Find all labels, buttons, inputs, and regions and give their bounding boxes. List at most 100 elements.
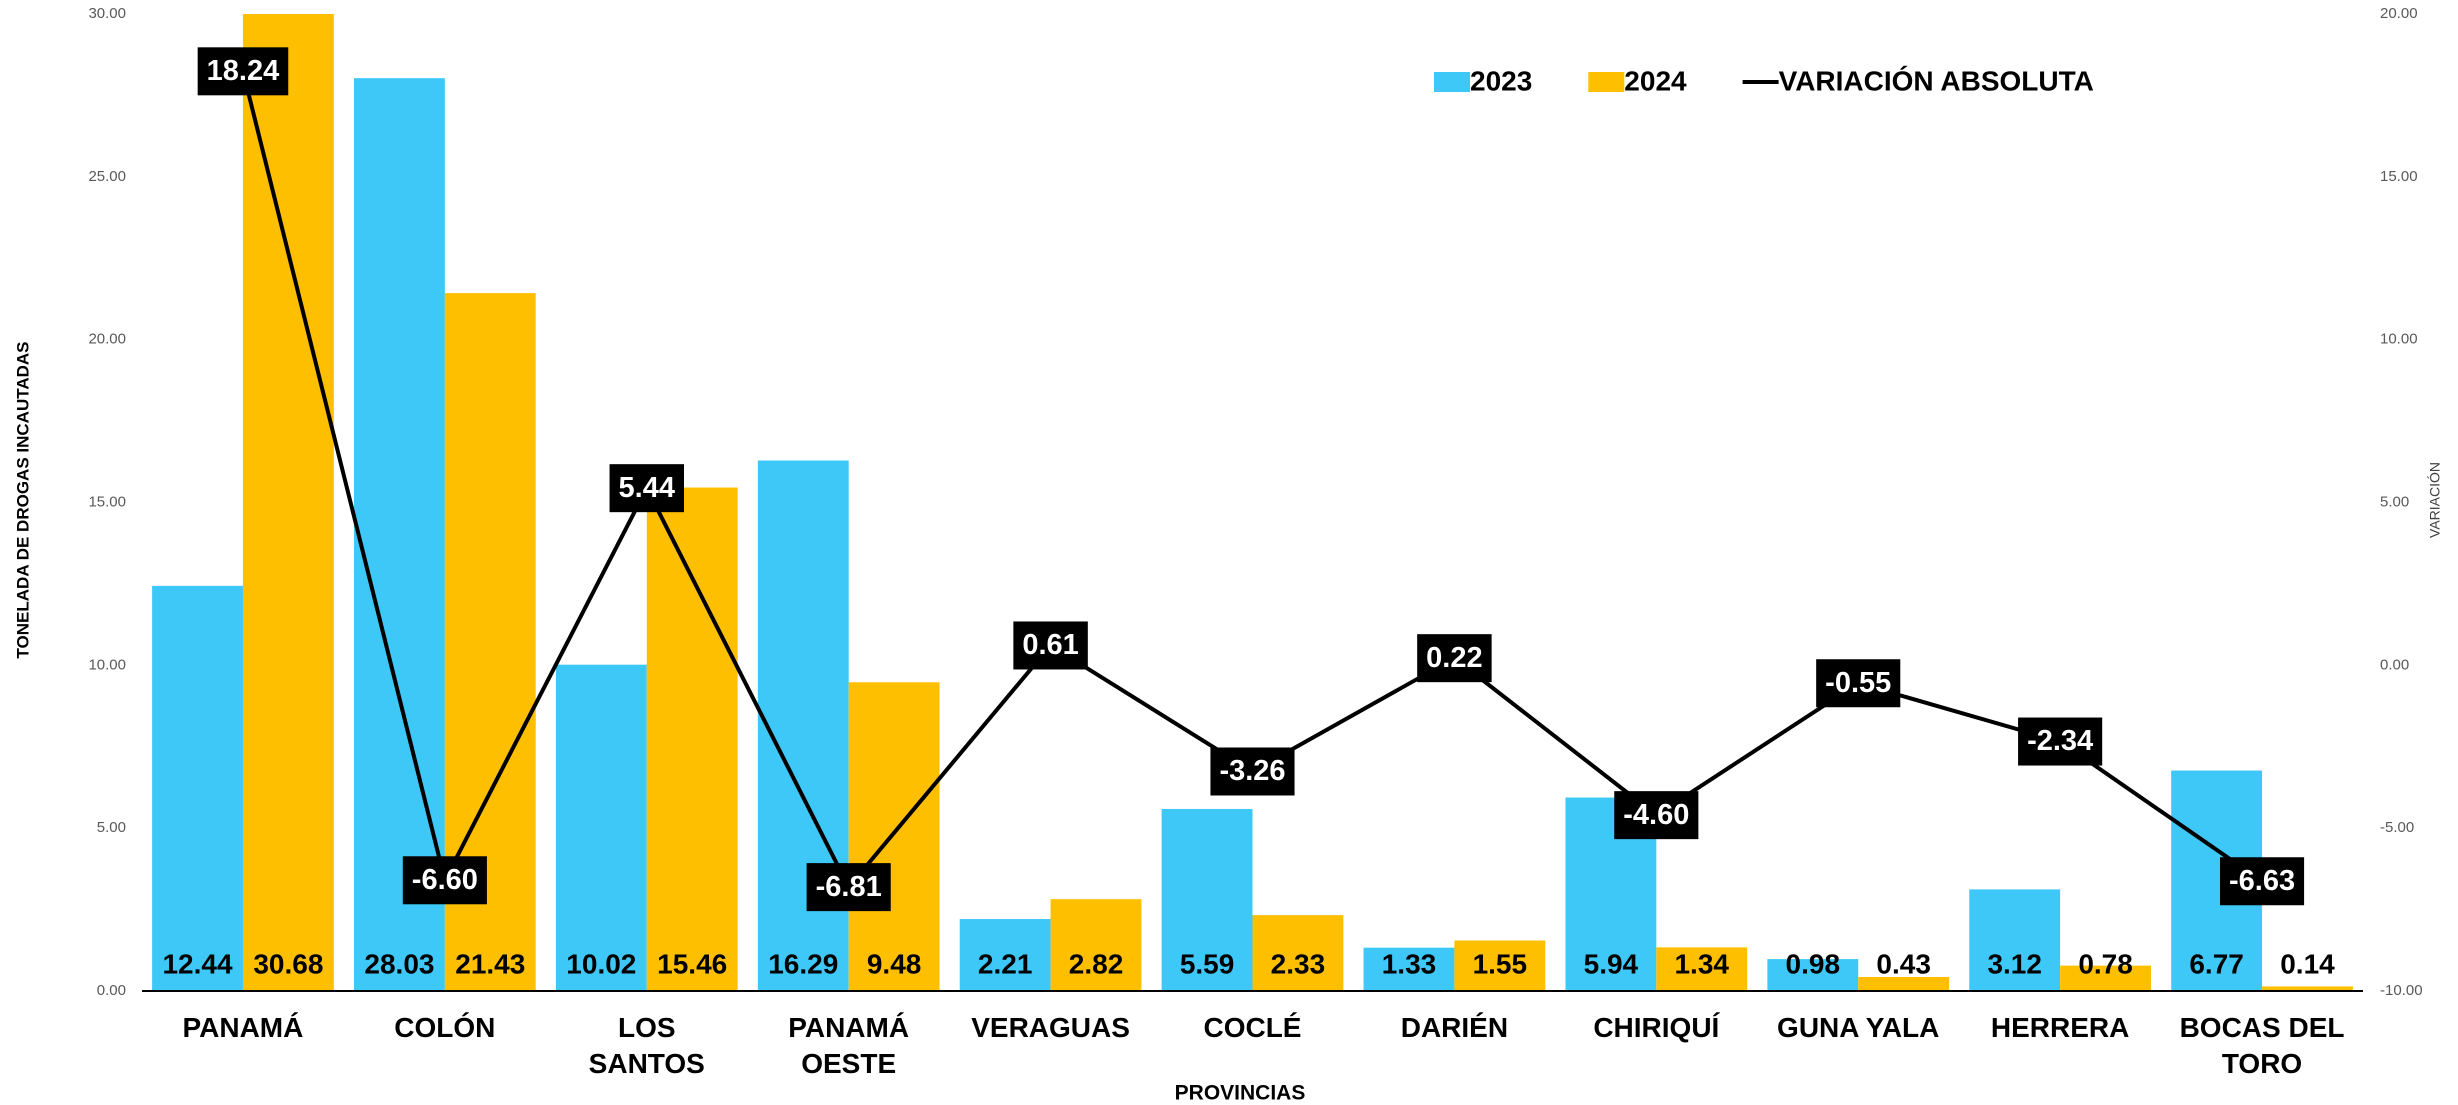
bar	[1161, 808, 1253, 991]
bar-value-label: 10.02	[566, 948, 636, 979]
y2-tick-label: -5.00	[2380, 819, 2414, 836]
line-value-label: -6.63	[2229, 865, 2295, 897]
legend-swatch	[1588, 72, 1625, 92]
bar-value-label: 21.43	[455, 948, 525, 979]
bar-value-label: 28.03	[364, 948, 434, 979]
bar-value-label: 15.46	[657, 948, 727, 979]
y-tick-label: 30.00	[88, 5, 126, 22]
y-tick-label: 20.00	[88, 331, 126, 348]
bar	[1050, 899, 1142, 991]
x-tick-box: VERAGUAS	[971, 1012, 1130, 1043]
line-label-box	[402, 856, 487, 905]
x-tick-label: COCLÉ	[1203, 1012, 1302, 1043]
bar-value-label: 2.33	[1271, 948, 1326, 979]
line-value-label: -6.81	[816, 871, 882, 903]
y2-tick-label: 0.00	[2380, 656, 2409, 673]
bar	[959, 919, 1051, 991]
bar-value-label: 5.59	[1180, 948, 1235, 979]
bars	[152, 14, 2353, 992]
bar-value-label: 6.77	[2189, 948, 2244, 979]
x-tick-label: GUNA YALA	[1777, 1012, 1940, 1043]
x-tick-label: VERAGUAS	[971, 1012, 1130, 1043]
bar-value-label: 1.34	[1674, 948, 1729, 979]
bar-value-label: 12.44	[162, 948, 232, 979]
line-label-box	[1013, 621, 1088, 670]
x-tick-label: HERRERA	[1990, 1012, 2130, 1043]
bar	[848, 682, 940, 991]
bar-value-label: 2.82	[1069, 948, 1124, 979]
bar-value-label: 5.94	[1584, 948, 1639, 979]
x-tick-box: COLÓN	[394, 1012, 496, 1043]
bar-value-label: 0.43	[1876, 948, 1931, 979]
line-label-box	[1417, 634, 1492, 683]
bar-value-label: 0.98	[1786, 948, 1841, 979]
legend-label: VARIACIÓN ABSOLUTA	[1779, 65, 2094, 96]
bar	[2262, 986, 2353, 991]
bar	[646, 487, 738, 991]
line-value-label: -6.60	[412, 864, 478, 896]
x-tick-box: COCLÉ	[1203, 1012, 1302, 1043]
x-tick-box: DARIÉN	[1400, 1012, 1509, 1043]
y-tick-label: 15.00	[88, 493, 126, 510]
bar	[1363, 947, 1455, 991]
bar	[152, 585, 243, 991]
x-tick-box: LOS SANTOS	[589, 1012, 705, 1079]
line-value-label: -3.26	[1219, 755, 1285, 787]
line-value-label: 0.61	[1022, 629, 1078, 661]
bar	[555, 664, 647, 991]
y2-tick-label: 15.00	[2380, 168, 2418, 185]
bar	[242, 14, 334, 991]
bar-value-label: 3.12	[1987, 948, 2042, 979]
bar	[1252, 915, 1344, 991]
bar	[354, 78, 445, 992]
bar	[1656, 947, 1748, 991]
legend-swatch	[1434, 72, 1470, 92]
line-value-label: -0.55	[1825, 667, 1891, 699]
x-tick-box: PANAMÁ	[182, 1012, 304, 1043]
bar-value-label: 30.68	[253, 948, 323, 979]
x-tick-label: BOCAS DEL TORO	[2179, 1012, 2345, 1079]
x-tick-box: HERRERA	[1990, 1012, 2130, 1043]
x-axis-title: PROVINCIAS	[1175, 1082, 1306, 1105]
line-label-box	[1816, 659, 1901, 708]
line-label-box	[2219, 857, 2305, 906]
y-tick-label: 25.00	[88, 168, 126, 185]
y2-tick-label: -10.00	[2380, 982, 2423, 999]
bar-value-label: 16.29	[768, 948, 838, 979]
x-tick-box: CHIRIQUÍ	[1593, 1012, 1720, 1043]
y2-tick-label: 10.00	[2380, 331, 2418, 348]
bar	[1858, 976, 1950, 991]
y-tick-label: 0.00	[97, 982, 126, 999]
line-value-label: 0.22	[1426, 642, 1482, 674]
y2-axis-title: VARIACIÓN	[2427, 462, 2443, 538]
bar-value-label: 9.48	[867, 948, 922, 979]
legend-label: 2024	[1624, 65, 1687, 96]
x-tick-label: PANAMÁ OESTE	[788, 1012, 910, 1079]
y-axis-title: TONELADA DE DROGAS INCAUTADAS	[13, 341, 32, 658]
y-tick-label: 10.00	[88, 656, 126, 673]
bar	[1454, 940, 1546, 991]
line-label-box	[806, 863, 891, 912]
x-tick-label: DARIÉN	[1400, 1012, 1509, 1043]
x-tick-label: CHIRIQUÍ	[1593, 1012, 1720, 1043]
bar-value-label: 1.55	[1473, 948, 1528, 979]
bar	[1767, 959, 1859, 991]
y2-tick-label: 20.00	[2380, 5, 2418, 22]
x-tick-box: PANAMÁ OESTE	[788, 1012, 910, 1079]
bar	[2060, 965, 2151, 991]
line-label-box	[197, 47, 289, 96]
x-tick-label: PANAMÁ	[182, 1012, 304, 1043]
line-value-label: -4.60	[1623, 799, 1689, 831]
line-label-box	[1210, 747, 1295, 796]
line-label-box	[609, 464, 684, 513]
line-value-label: -2.34	[2027, 725, 2093, 757]
y2-tick-label: 5.00	[2380, 493, 2409, 510]
x-tick-label: COLÓN	[394, 1012, 496, 1043]
bar-value-label: 1.33	[1382, 948, 1437, 979]
bar	[757, 460, 849, 991]
bar	[1969, 889, 2061, 991]
line-label-box	[1614, 791, 1699, 840]
x-tick-box: GUNA YALA	[1777, 1012, 1940, 1043]
bar-value-label: 0.14	[2280, 948, 2335, 979]
